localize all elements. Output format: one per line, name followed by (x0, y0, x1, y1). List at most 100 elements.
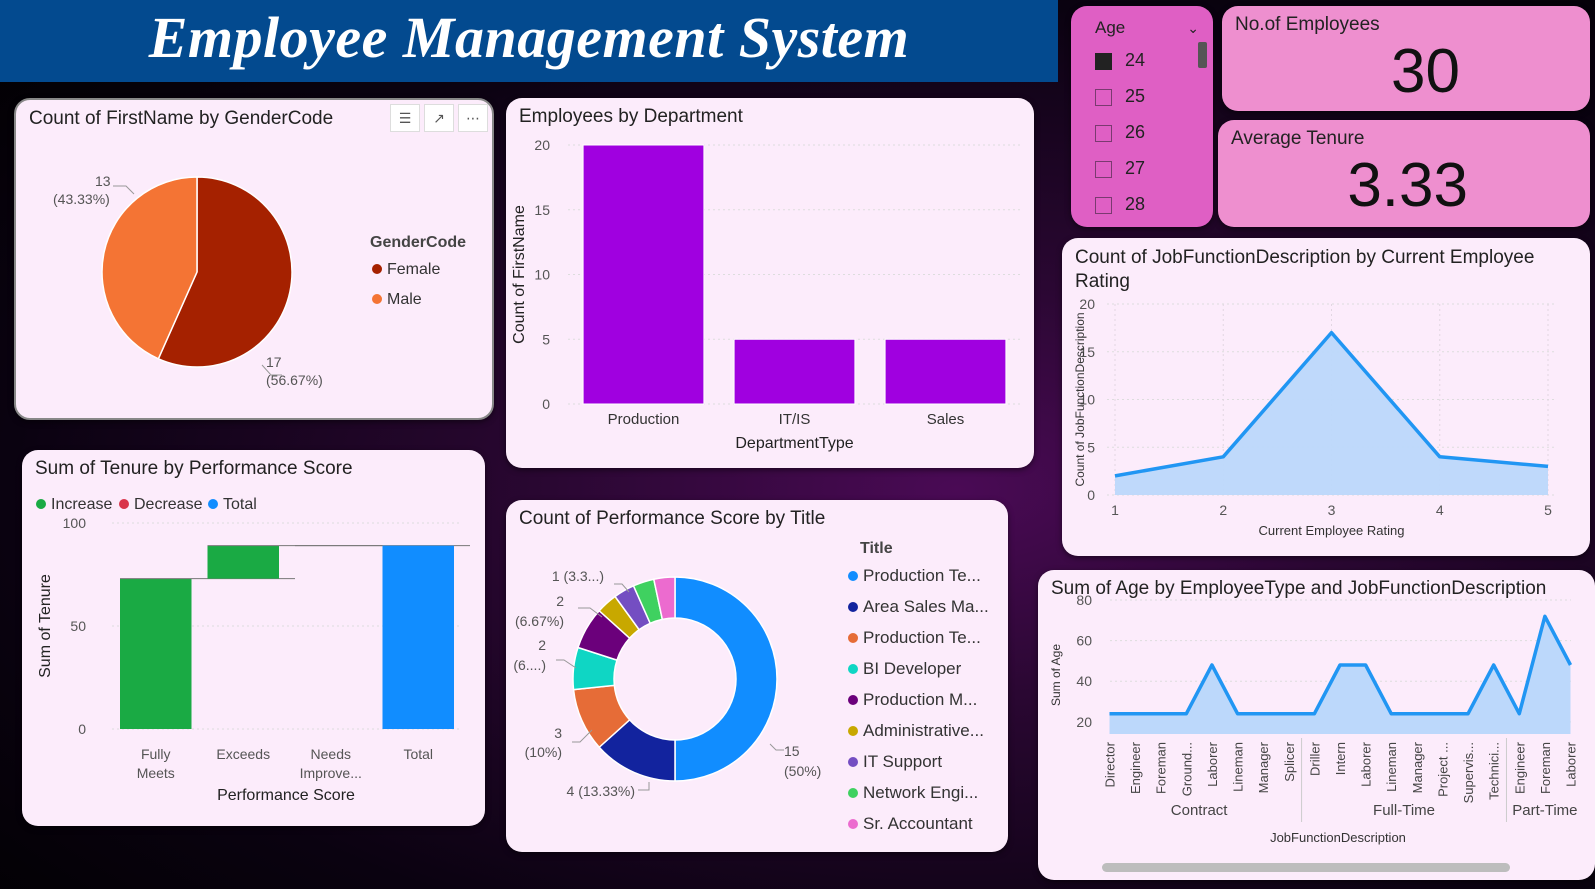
slicer-option[interactable]: 26 (1095, 121, 1145, 143)
legend-item[interactable]: Production Te... (848, 628, 981, 648)
data-label: (6.67%) (515, 613, 564, 629)
slicer-option[interactable]: 28 (1095, 193, 1145, 215)
x-axis-title: JobFunctionDescription (1270, 830, 1406, 845)
data-label: 3 (554, 725, 562, 741)
legend-label: Network Engi... (863, 783, 979, 802)
checkbox-icon[interactable] (1095, 88, 1112, 106)
y-tick-label: 80 (1076, 592, 1092, 608)
bar (582, 144, 705, 405)
area-fill (1109, 616, 1571, 734)
x-tick-label: Driller (1307, 741, 1322, 776)
x-tick-label: Production (608, 411, 680, 428)
slicer-scrollbar[interactable] (1198, 42, 1207, 68)
x-tick-label: Lineman (1384, 742, 1399, 792)
y-tick-label: 0 (1087, 487, 1095, 503)
filter-icon[interactable]: ☰ (390, 104, 420, 132)
legend-item[interactable]: Male (372, 291, 422, 309)
legend-dot (208, 499, 218, 509)
legend-item[interactable]: Production Te... (848, 566, 981, 586)
legend-item[interactable]: Production M... (848, 690, 977, 710)
slicer-option[interactable]: 24 (1095, 49, 1145, 71)
checkbox-icon[interactable] (1095, 52, 1112, 70)
x-tick-label: Sales (927, 411, 965, 428)
legend-label: BI Developer (863, 659, 962, 678)
legend-item[interactable]: Area Sales Ma... (848, 597, 989, 617)
legend-dot (848, 819, 858, 829)
focus-mode-icon[interactable]: ↗ (424, 104, 454, 132)
x-tick-label: Laborer (1564, 741, 1579, 786)
department-chart-card[interactable]: Employees by Department 0 5 10 15 20 Producti… (506, 98, 1034, 468)
y-tick-label: 50 (70, 618, 86, 634)
data-label: (43.33%) (53, 191, 110, 207)
y-tick-label: 10 (534, 267, 550, 283)
legend-label: Sr. Accountant (863, 814, 973, 833)
legend-item[interactable]: Sr. Accountant (848, 814, 973, 834)
y-tick-label: 10 (1079, 392, 1095, 408)
waterfall-chart[interactable]: 0 50 100 Fully Meets Exceeds Needs Improve... To… (22, 450, 485, 826)
checkbox-icon[interactable] (1095, 160, 1112, 178)
x-tick-label: Supervis... (1461, 742, 1476, 803)
data-label: (6....) (513, 657, 546, 673)
legend-item[interactable]: Female (372, 261, 440, 279)
legend-item[interactable]: Increase (36, 496, 112, 514)
legend-label: Production Te... (863, 628, 981, 647)
gender-chart-card[interactable]: Count of FirstName by GenderCode ☰ ↗ ⋯ 1… (14, 98, 494, 420)
tenure-chart-card[interactable]: Sum of Tenure by Performance Score Incre… (22, 450, 485, 826)
more-options-icon[interactable]: ⋯ (458, 104, 488, 132)
bar-chart[interactable]: 0 5 10 15 20 Production IT/IS Sales DepartmentTy… (506, 98, 1034, 468)
legend-item[interactable]: Decrease (119, 496, 202, 514)
legend-label: IT Support (863, 752, 943, 771)
kpi-label: Average Tenure (1231, 128, 1365, 149)
age-slicer[interactable]: Age ⌄ 24 25 26 27 28 (1071, 6, 1213, 227)
x-tick-label: 5 (1544, 502, 1552, 518)
legend-item[interactable]: Network Engi... (848, 783, 978, 803)
chart-title: Sum of Tenure by Performance Score (35, 458, 353, 479)
chart-title: Count of JobFunctionDescription by Curre… (1075, 247, 1535, 292)
leader-line (638, 782, 650, 791)
legend-dot (848, 633, 858, 643)
horizontal-scrollbar[interactable] (1102, 863, 1510, 872)
checkbox-icon[interactable] (1095, 124, 1112, 142)
x-tick-label: 2 (1219, 502, 1227, 518)
data-label: 1 (3.3...) (552, 568, 604, 584)
data-label: (10%) (525, 744, 562, 760)
x-tick-label: Director (1103, 741, 1118, 787)
slicer-option[interactable]: 27 (1095, 157, 1145, 179)
title-chart-card[interactable]: Count of Performance Score by Title 15 (5… (506, 500, 1008, 852)
x-tick-label: Intern (1333, 742, 1348, 775)
legend-dot (848, 602, 858, 612)
leader-line (614, 583, 630, 593)
legend-item[interactable]: IT Support (848, 752, 942, 772)
donut-chart[interactable]: 15 (50%) 4 (13.33%) 3 (10%) 2 (6....) 2 (6.67%) 1… (506, 500, 1008, 852)
pie-chart[interactable]: 17 (56.67%) 13 (43.33%) (16, 100, 492, 418)
legend-label: Area Sales Ma... (863, 597, 989, 616)
legend-label: Production M... (863, 690, 978, 709)
x-tick-label: Technici... (1487, 742, 1502, 800)
y-tick-label: 5 (1087, 439, 1095, 455)
x-tick-label: Laborer (1205, 741, 1220, 786)
age-area-chart[interactable]: 20 40 60 80 Director Engineer Foreman Ground...… (1038, 570, 1595, 880)
pie-slice (157, 176, 293, 368)
title-banner: Employee Management System (0, 0, 1058, 82)
y-tick-label: 0 (542, 396, 550, 412)
kpi-value: 30 (1391, 37, 1460, 106)
slicer-option[interactable]: 25 (1095, 85, 1145, 107)
area-fill (1115, 332, 1548, 495)
area-chart[interactable]: 0 5 10 15 20 1 2 3 4 5 Current Employee Rating Coun… (1062, 238, 1590, 556)
age-chart-card[interactable]: Sum of Age by EmployeeType and JobFuncti… (1038, 570, 1595, 880)
data-label: 13 (95, 173, 111, 189)
legend-item[interactable]: Administrative... (848, 721, 984, 741)
chart-title: Employees by Department (519, 106, 743, 127)
legend-item[interactable]: BI Developer (848, 659, 961, 679)
visual-header: ☰ ↗ ⋯ (390, 104, 488, 132)
y-axis-title: Sum of Age (1049, 644, 1063, 706)
rating-chart-card[interactable]: Count of JobFunctionDescription by Curre… (1062, 238, 1590, 556)
checkbox-icon[interactable] (1095, 196, 1112, 214)
y-tick-label: 100 (63, 515, 87, 531)
x-axis-title: Performance Score (217, 787, 355, 804)
kpi-tenure-card: Average Tenure 3.33 (1218, 120, 1590, 227)
chevron-down-icon[interactable]: ⌄ (1187, 20, 1199, 36)
y-tick-label: 20 (1079, 296, 1095, 312)
legend-dot (848, 695, 858, 705)
legend-item[interactable]: Total (208, 496, 257, 514)
